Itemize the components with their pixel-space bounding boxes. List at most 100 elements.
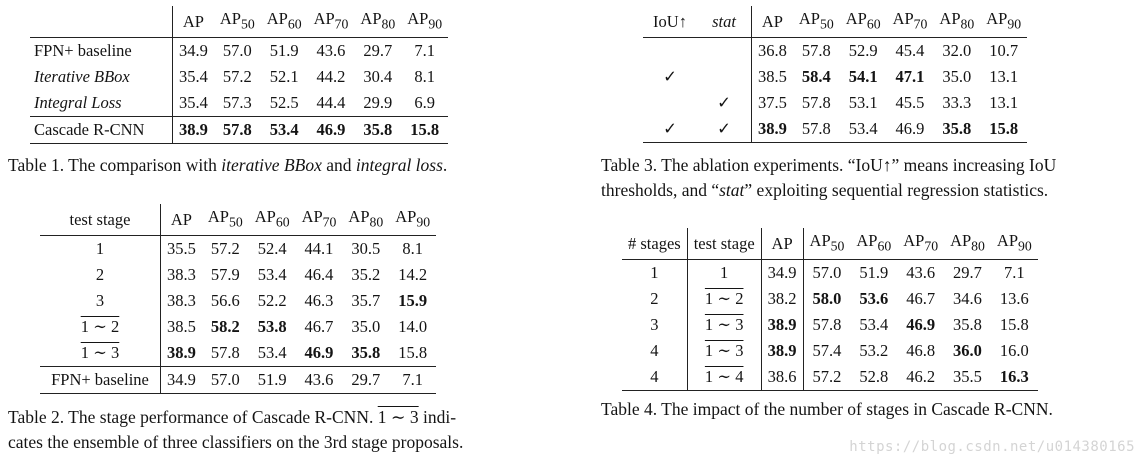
cell: 53.4	[848, 119, 878, 139]
cell: 38.3	[167, 265, 196, 285]
cell: 35.7	[351, 291, 381, 311]
cell: 57.2	[812, 367, 842, 387]
header-cell: stat	[697, 6, 752, 38]
cell: 52.9	[848, 41, 878, 61]
cell: 29.7	[363, 41, 393, 61]
cell: 52.4	[257, 239, 287, 259]
cell: 29.7	[351, 370, 381, 390]
cell: 14.0	[398, 317, 428, 337]
check-cell	[697, 37, 752, 65]
cell: 46.7	[304, 317, 334, 337]
cell: 58.4	[801, 67, 831, 87]
header-cell: test stage	[687, 228, 762, 260]
header-cell: AP60	[254, 207, 290, 230]
cell: 35.4	[179, 67, 208, 87]
header-cell: AP50	[219, 9, 255, 32]
caption-text: Table 4. The impact of the number of sta…	[601, 399, 1053, 419]
cell: 1 ∼ 4	[687, 364, 762, 391]
cell: 53.4	[269, 120, 299, 140]
table-2: test stage AP AP50 AP60 AP70 AP80 AP90 1…	[40, 204, 437, 394]
cell-text: 1 ∼ 3	[704, 315, 744, 335]
cell: 44.2	[316, 67, 346, 87]
header-cell: AP80	[939, 9, 975, 32]
cell: 43.6	[304, 370, 334, 390]
caption-text: ” exploiting sequential regression stati…	[744, 180, 1049, 200]
row-label: 2	[40, 262, 161, 289]
cell: 15.8	[398, 343, 428, 363]
table-row: 3 38.3 56.6 52.2 46.3 35.7 15.9	[40, 288, 436, 315]
cell: 38.9	[761, 312, 804, 339]
cell: 4	[622, 364, 688, 391]
check-cell	[643, 38, 697, 65]
header-cell: AP90	[986, 9, 1022, 32]
check-cell: ✓	[663, 119, 677, 139]
header-cell: AP70	[892, 9, 928, 32]
cell: 53.2	[859, 341, 889, 361]
cell: 35.8	[351, 343, 381, 363]
table-row: ✓ 37.5 57.8 53.1 45.5 33.3 13.1	[643, 90, 1027, 117]
cell: 46.9	[895, 119, 925, 139]
cell: 3	[622, 312, 688, 339]
cell: 34.9	[167, 370, 196, 390]
table-4: # stages test stage AP AP50 AP60 AP70 AP…	[622, 228, 1038, 391]
cell: 30.4	[363, 67, 393, 87]
cell: 35.0	[942, 67, 972, 87]
cell: 35.8	[953, 315, 982, 335]
cell: 1	[687, 259, 762, 287]
cell: 30.5	[351, 239, 381, 259]
cell: 57.4	[812, 341, 842, 361]
cell: 34.9	[761, 259, 804, 287]
cell: 54.1	[848, 67, 878, 87]
table-row: 1 1 34.9 57.0 51.9 43.6 29.7 7.1	[622, 259, 1038, 287]
cell: 38.9	[758, 119, 787, 139]
cell: 38.9	[167, 343, 196, 363]
table-row: ✓ ✓ 38.9 57.8 53.4 46.9 35.8 15.8	[643, 116, 1028, 143]
cell: 2	[622, 286, 688, 313]
cell: 15.8	[410, 120, 440, 140]
table-3-caption: Table 3. The ablation experiments. “IoU↑…	[601, 153, 1145, 203]
row-label: Cascade R-CNN	[30, 116, 173, 144]
cell: 46.3	[304, 291, 334, 311]
cell: 45.5	[895, 93, 925, 113]
caption-text: indi-	[418, 407, 457, 427]
header-cell: AP70	[301, 207, 337, 230]
cell: 16.3	[999, 367, 1029, 387]
cell: 35.8	[942, 119, 972, 139]
cell: 53.4	[859, 315, 889, 335]
cell: 37.5	[758, 93, 787, 113]
cell: 36.8	[758, 41, 787, 61]
cell: 1 ∼ 3	[687, 312, 762, 339]
check-cell: ✓	[697, 90, 752, 117]
cell: 34.9	[179, 41, 208, 61]
cell: 29.7	[953, 263, 982, 283]
caption-text: stat	[719, 180, 745, 200]
row-label: 1 ∼ 2	[40, 314, 161, 341]
row-label: FPN+ baseline	[30, 37, 173, 65]
header-cell: AP70	[313, 9, 349, 32]
check-cell	[643, 90, 697, 116]
cell: 35.0	[351, 317, 381, 337]
cell: 52.1	[269, 67, 299, 87]
row-label-text: 1 ∼ 2	[80, 317, 120, 337]
table-row: 2 38.3 57.9 53.4 46.4 35.2 14.2	[40, 262, 436, 289]
row-label: 1	[40, 235, 161, 263]
table-3: IoU↑ stat AP AP50 AP60 AP70 AP80 AP90 36…	[643, 6, 1028, 143]
check-cell: ✓	[663, 67, 677, 87]
cell: 57.2	[210, 239, 240, 259]
cell: 10.7	[989, 41, 1019, 61]
cell: 52.5	[269, 93, 299, 113]
cell: 51.9	[859, 263, 889, 283]
table-row: ✓ 38.5 58.4 54.1 47.1 35.0 13.1	[643, 64, 1027, 91]
cell: 15.8	[999, 315, 1029, 335]
caption-text: iterative BBox	[221, 155, 322, 175]
row-label: 1 ∼ 3	[40, 340, 161, 367]
table-2-caption: Table 2. The stage performance of Cascad…	[8, 405, 568, 455]
cell: 57.0	[210, 370, 240, 390]
row-label: Integral Loss	[30, 90, 173, 117]
cell: 57.2	[222, 67, 252, 87]
check-cell	[697, 64, 752, 91]
cell: 38.2	[761, 286, 804, 313]
cell: 45.4	[895, 41, 925, 61]
cell: 46.4	[304, 265, 334, 285]
header-cell: AP90	[395, 207, 431, 230]
